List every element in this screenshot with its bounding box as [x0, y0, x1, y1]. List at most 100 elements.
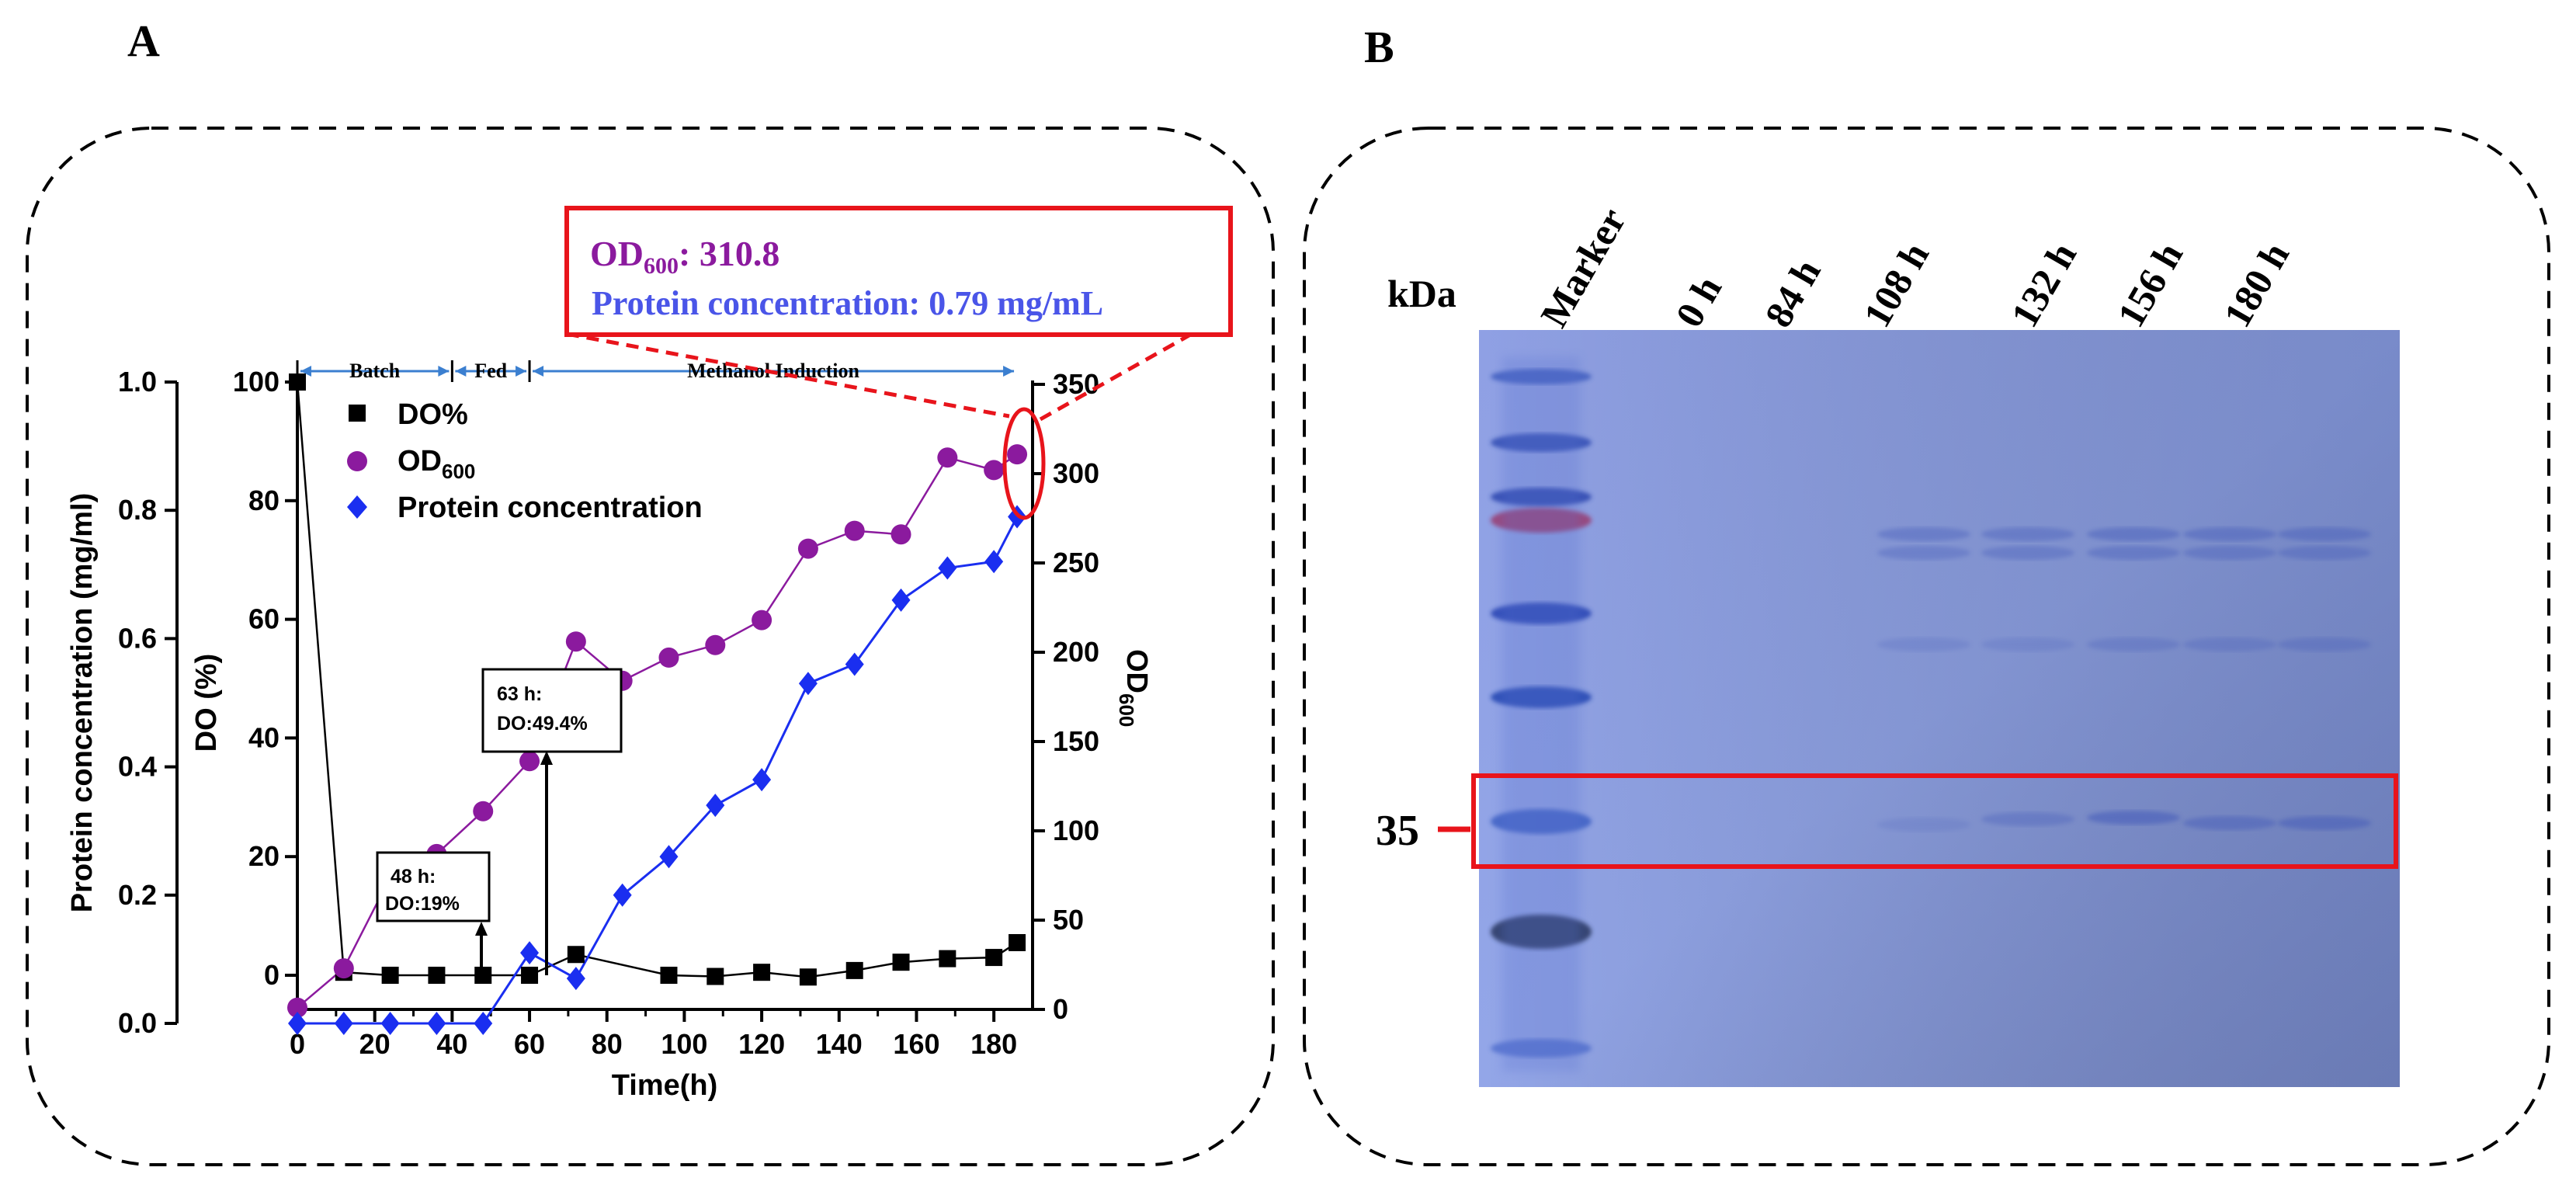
right-tick-label: 350	[1053, 368, 1099, 400]
lane-label: 180 h	[2215, 234, 2297, 334]
phase-arrowhead-right	[516, 366, 527, 377]
left-inner-tick-label: 80	[248, 485, 279, 516]
callout-protein: Protein concentration: 0.79 mg/mL	[592, 284, 1103, 322]
left-inner-tick-label: 60	[248, 603, 279, 635]
protein-point	[334, 1012, 353, 1035]
sample-band	[2087, 811, 2180, 825]
legend-do-label: DO%	[398, 398, 468, 431]
do-point	[753, 964, 771, 981]
protein-point	[474, 1012, 493, 1035]
protein-point	[520, 941, 540, 965]
annotation-48h: 48 h: DO:19%	[376, 851, 491, 977]
lane-label: Marker	[1532, 200, 1634, 334]
sample-band	[2087, 546, 2180, 560]
panel-a-label: A	[127, 16, 160, 66]
sample-band	[2087, 637, 2180, 651]
legend-od600-marker	[347, 451, 367, 471]
legend-item-do: DO%	[349, 398, 468, 431]
do-series-line	[296, 381, 1018, 978]
protein-point	[752, 768, 772, 792]
annotation-63h-arrowhead	[540, 751, 553, 765]
callout-leader-right	[1039, 332, 1193, 422]
sample-band	[2278, 527, 2371, 541]
x-tick-label: 60	[514, 1028, 545, 1060]
right-tick-label: 150	[1053, 725, 1099, 757]
sample-band	[2278, 546, 2371, 560]
phase-arrowhead-left	[300, 366, 311, 377]
chart-a: 0.0 0.2 0.4 0.6 0.8 1.0 0 20 40 60 80 100 0 50 100 15…	[66, 206, 1233, 1102]
x-tick-label: 120	[738, 1028, 785, 1060]
protein-point	[938, 556, 957, 580]
od600-point	[752, 610, 772, 631]
annotation-63h: 63 h: DO:49.4%	[481, 668, 623, 975]
legend-od600-main: OD	[398, 445, 442, 478]
callout-box	[564, 206, 1233, 337]
annotation-48h-line1: 48 h:	[391, 866, 436, 888]
marker-smear	[1502, 357, 1580, 1072]
x-tick-label: 0	[290, 1028, 305, 1060]
protein-series-line	[297, 516, 1019, 1025]
callout-leader-left	[566, 332, 1010, 419]
legend-item-od600: OD600	[347, 445, 475, 483]
protein-point	[984, 550, 1004, 574]
right-tick-label: 250	[1053, 547, 1099, 578]
sample-band	[2183, 546, 2276, 560]
x-tick-label: 160	[893, 1028, 939, 1060]
od600-point	[984, 460, 1005, 481]
sample-band	[2183, 637, 2276, 651]
left-inner-tick-label: 40	[248, 721, 279, 753]
od600-point	[658, 647, 679, 668]
od600-point	[287, 997, 307, 1018]
right-ticks: 0 50 100 150 200 250 300 350	[1033, 368, 1099, 1025]
od600-point	[705, 634, 726, 655]
lane-label: 0 h	[1667, 269, 1730, 335]
series-layer	[287, 373, 1028, 1035]
left-outer-tick-label: 0.8	[118, 494, 157, 526]
sample-band	[2183, 527, 2276, 541]
sample-band	[1877, 546, 1970, 560]
annotation-63h-box	[481, 668, 623, 753]
x-tick-label: 20	[359, 1028, 391, 1060]
phase-arrowhead-left	[533, 366, 544, 377]
legend-od600-sub: 600	[442, 460, 475, 483]
phase-arrowhead-left	[455, 366, 467, 377]
legend-protein-marker	[347, 495, 367, 519]
sample-band	[1877, 637, 1970, 651]
sample-band	[1981, 546, 2074, 560]
do-point	[567, 946, 585, 964]
do-point	[474, 967, 492, 984]
phase-label: Fed	[474, 360, 507, 382]
right-axis-title-sub: 600	[1115, 693, 1138, 727]
left-inner-tick-label: 0	[264, 959, 279, 991]
sample-band	[1981, 637, 2074, 651]
x-tick-label: 40	[436, 1028, 467, 1060]
legend-protein-label: Protein concentration	[398, 492, 703, 524]
protein-point	[798, 672, 818, 696]
left-outer-tick-label: 0.4	[118, 751, 157, 783]
x-ticks: 0 20 40 60 80 100 120 140 160 180	[290, 1009, 1017, 1060]
phase-arrowhead-right	[1003, 366, 1015, 377]
lane-label: 156 h	[2109, 234, 2191, 334]
phase-bar: BatchFedMethanol Induction	[296, 360, 1015, 382]
lane-label: 108 h	[1855, 234, 1937, 334]
od600-point	[519, 751, 540, 772]
band-35-highlight	[1471, 773, 2398, 869]
protein-point	[659, 845, 679, 869]
do-point	[289, 373, 306, 391]
left-inner-axis-title: DO (%)	[190, 654, 223, 752]
protein-point	[613, 883, 632, 907]
do-point	[845, 961, 863, 979]
do-point	[428, 967, 446, 984]
annotation-63h-line1: 63 h:	[497, 683, 542, 705]
x-tick-label: 80	[592, 1028, 623, 1060]
sample-band	[1877, 818, 1970, 832]
protein-point	[891, 588, 911, 612]
annotation-48h-arrowhead	[475, 922, 488, 936]
legend-item-protein: Protein concentration	[347, 492, 703, 524]
sample-band	[1981, 527, 2074, 541]
legend: DO% OD600 Protein concentration	[347, 398, 703, 524]
od600-point	[473, 801, 494, 822]
od600-point	[333, 958, 354, 979]
protein-point	[566, 967, 585, 991]
